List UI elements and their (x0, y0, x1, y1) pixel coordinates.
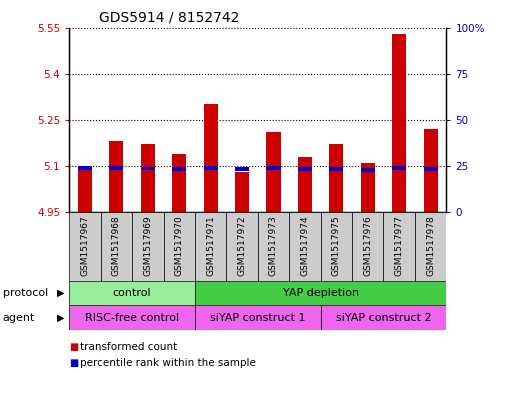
Text: GSM1517974: GSM1517974 (301, 216, 309, 276)
Bar (266, 132, 281, 212)
Bar (235, 172, 249, 212)
Bar (172, 167, 186, 171)
Text: RISC-free control: RISC-free control (85, 312, 179, 323)
Bar (298, 167, 312, 171)
Bar (204, 166, 218, 170)
Bar (361, 163, 375, 212)
Bar (235, 167, 249, 171)
Bar (69, 212, 101, 281)
Bar (226, 212, 258, 281)
Bar (352, 212, 383, 281)
Bar (78, 169, 92, 212)
Bar (298, 157, 312, 212)
Bar (195, 281, 446, 305)
Text: GSM1517976: GSM1517976 (363, 216, 372, 276)
Bar (289, 212, 321, 281)
Bar (195, 212, 226, 281)
Text: siYAP construct 1: siYAP construct 1 (210, 312, 306, 323)
Bar (101, 212, 132, 281)
Bar (415, 212, 446, 281)
Bar (78, 166, 92, 170)
Bar (69, 305, 195, 330)
Bar (266, 166, 281, 170)
Bar (69, 281, 195, 305)
Text: GSM1517973: GSM1517973 (269, 216, 278, 276)
Text: percentile rank within the sample: percentile rank within the sample (80, 358, 255, 368)
Bar (132, 212, 164, 281)
Bar (392, 34, 406, 212)
Bar (329, 145, 343, 212)
Bar (424, 167, 438, 171)
Text: ▶: ▶ (57, 312, 64, 323)
Bar (141, 145, 155, 212)
Bar (172, 154, 186, 212)
Text: GSM1517971: GSM1517971 (206, 216, 215, 276)
Bar (258, 212, 289, 281)
Text: GSM1517977: GSM1517977 (394, 216, 404, 276)
Text: GSM1517969: GSM1517969 (143, 216, 152, 276)
Text: ■: ■ (69, 342, 78, 353)
Text: control: control (113, 288, 151, 298)
Bar (141, 167, 155, 170)
Text: siYAP construct 2: siYAP construct 2 (336, 312, 431, 323)
Bar (164, 212, 195, 281)
Text: GSM1517970: GSM1517970 (175, 216, 184, 276)
Text: GSM1517978: GSM1517978 (426, 216, 435, 276)
Bar (109, 141, 124, 212)
Text: GDS5914 / 8152742: GDS5914 / 8152742 (100, 11, 240, 25)
Text: agent: agent (3, 312, 35, 323)
Text: GSM1517972: GSM1517972 (238, 216, 247, 276)
Text: ■: ■ (69, 358, 78, 368)
Bar (392, 166, 406, 170)
Bar (321, 305, 446, 330)
Text: transformed count: transformed count (80, 342, 177, 353)
Bar (321, 212, 352, 281)
Text: protocol: protocol (3, 288, 48, 298)
Bar (329, 167, 343, 171)
Text: GSM1517975: GSM1517975 (332, 216, 341, 276)
Bar (109, 166, 124, 170)
Bar (195, 305, 321, 330)
Bar (383, 212, 415, 281)
Bar (204, 105, 218, 212)
Bar (424, 129, 438, 212)
Text: GSM1517967: GSM1517967 (81, 216, 89, 276)
Text: GSM1517968: GSM1517968 (112, 216, 121, 276)
Text: ▶: ▶ (57, 288, 64, 298)
Bar (361, 168, 375, 172)
Text: YAP depletion: YAP depletion (283, 288, 359, 298)
